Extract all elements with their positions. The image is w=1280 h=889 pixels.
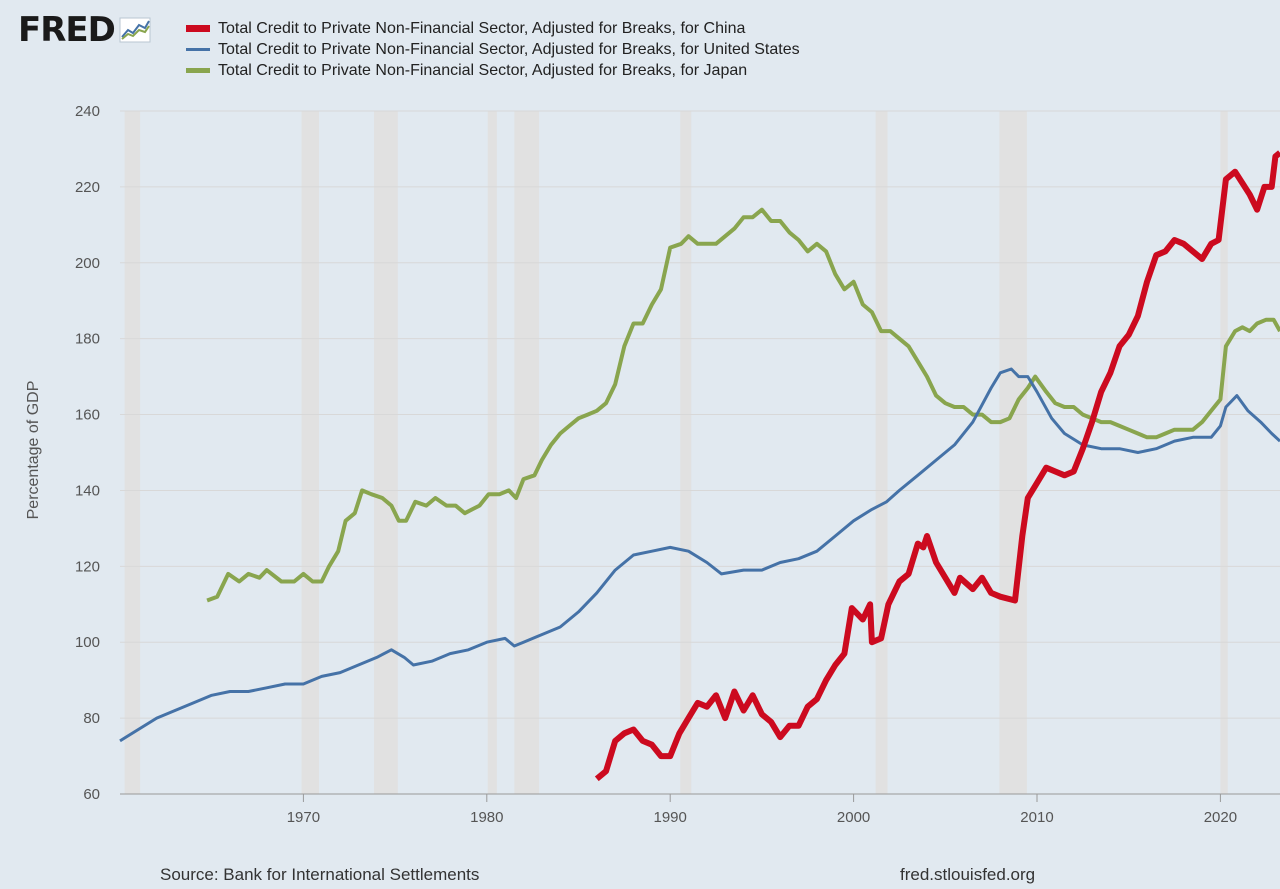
x-tick-label: 1990 xyxy=(654,809,687,826)
legend-item[interactable]: Total Credit to Private Non-Financial Se… xyxy=(186,60,800,81)
legend-label: Total Credit to Private Non-Financial Se… xyxy=(218,61,748,79)
recession-band-6 xyxy=(875,111,888,794)
legend-item[interactable]: Total Credit to Private Non-Financial Se… xyxy=(186,18,800,39)
recession-band-8 xyxy=(1220,111,1228,794)
footer-url[interactable]: fred.stlouisfed.org xyxy=(900,865,1036,884)
series-line-2[interactable] xyxy=(206,207,1280,603)
legend-swatch xyxy=(186,25,210,32)
recession-band-1 xyxy=(301,111,319,794)
x-tick-label: 2000 xyxy=(837,809,870,826)
x-tick-label: 2010 xyxy=(1020,809,1053,826)
y-tick-label: 180 xyxy=(75,331,100,348)
x-axis-ticks: 1970 1980 1990 2000 2010 2020 xyxy=(287,794,1237,826)
recession-shading xyxy=(124,111,1228,794)
fred-logo[interactable]: FRED xyxy=(18,12,151,48)
series-line-0[interactable] xyxy=(594,150,1280,782)
y-axis-title: Percentage of GDP xyxy=(25,381,42,520)
y-tick-label: 100 xyxy=(75,634,100,651)
recession-band-4 xyxy=(514,111,540,794)
y-axis-ticks: 60 80 100 120 140 160 180 200 220 240 xyxy=(75,103,100,803)
x-tick-label: 2020 xyxy=(1204,809,1237,826)
header: FRED Total Credit to Private Non-Financi… xyxy=(0,0,1280,100)
series-line-1[interactable] xyxy=(119,367,1280,743)
y-tick-label: 240 xyxy=(75,103,100,120)
grid-lines xyxy=(120,110,1280,795)
fred-graph-icon xyxy=(119,17,151,43)
footer-source: Source: Bank for International Settlemen… xyxy=(160,865,480,884)
x-tick-label: 1980 xyxy=(470,809,503,826)
y-tick-label: 120 xyxy=(75,558,100,575)
recession-band-7 xyxy=(999,111,1027,794)
legend-label: Total Credit to Private Non-Financial Se… xyxy=(218,40,800,58)
y-tick-label: 140 xyxy=(75,482,100,499)
y-tick-label: 60 xyxy=(83,786,100,803)
legend-item[interactable]: Total Credit to Private Non-Financial Se… xyxy=(186,39,800,60)
recession-band-2 xyxy=(374,111,398,794)
fred-logo-text: FRED xyxy=(18,10,116,50)
y-tick-label: 80 xyxy=(83,710,100,727)
chart-legend: Total Credit to Private Non-Financial Se… xyxy=(186,18,800,81)
legend-label: Total Credit to Private Non-Financial Se… xyxy=(218,19,746,37)
recession-band-3 xyxy=(487,111,497,794)
recession-band-5 xyxy=(680,111,692,794)
y-tick-label: 160 xyxy=(75,407,100,424)
legend-swatch xyxy=(186,68,210,73)
series-lines xyxy=(119,150,1280,782)
recession-band-0 xyxy=(124,111,141,794)
x-tick-label: 1970 xyxy=(287,809,320,826)
legend-swatch xyxy=(186,48,210,51)
y-tick-label: 220 xyxy=(75,179,100,196)
y-tick-label: 200 xyxy=(75,255,100,272)
